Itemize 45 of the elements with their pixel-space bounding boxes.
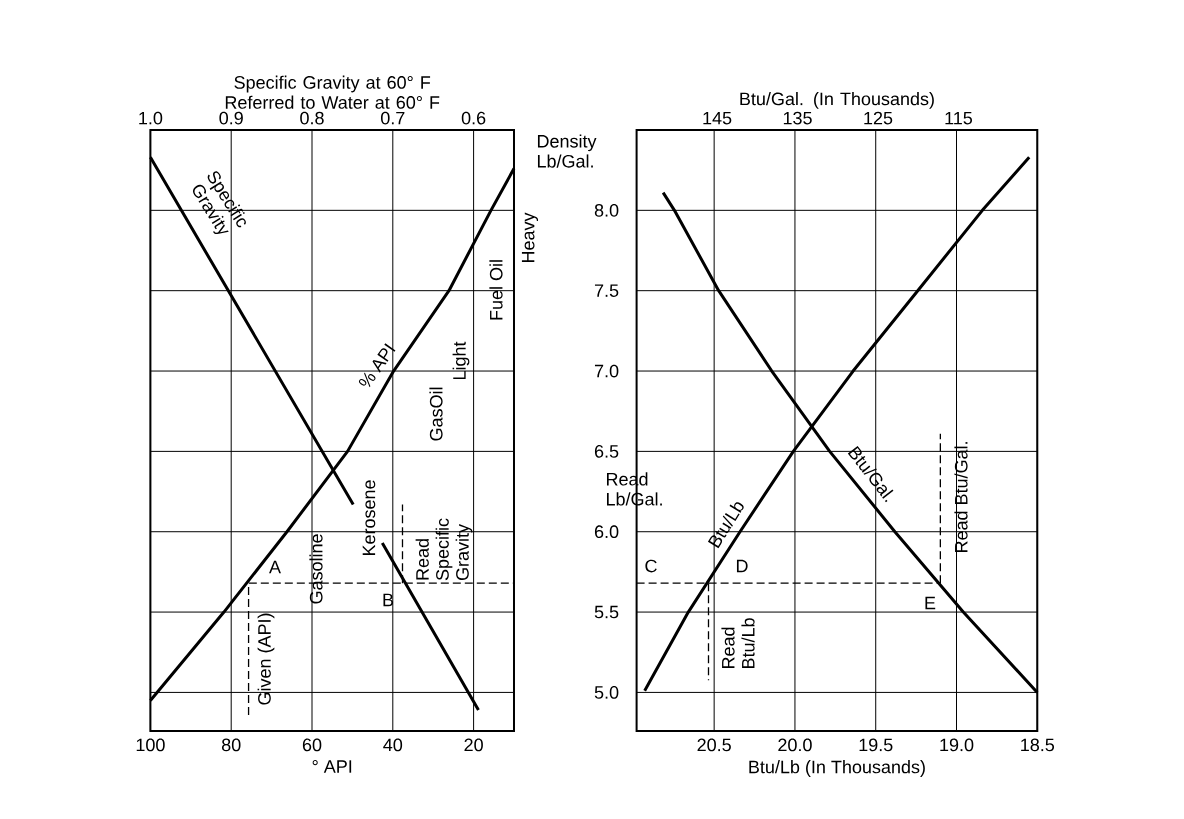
annotation: Kerosene (362, 480, 376, 556)
x2-tick-label: 0.9 (219, 111, 243, 125)
annotation: Read Specific Gravity (415, 518, 473, 581)
y-tick-label: 5.0 (594, 686, 619, 699)
annotation: Gasoline (309, 534, 323, 604)
x-tick-label: 20 (464, 738, 483, 752)
annotation: Light (452, 341, 470, 380)
annotation: C (645, 559, 657, 573)
y-axis-title: Density Lb/Gal. (537, 134, 597, 168)
text: Heavy (521, 212, 539, 263)
y-tick-label: 6.0 (594, 525, 619, 539)
x-tick-label: 20.5 (697, 738, 731, 752)
annotation: % API (358, 343, 396, 388)
x2-tick-label: 115 (945, 111, 973, 125)
y-tick-label: 6.5 (594, 445, 619, 458)
annotation: E (925, 596, 936, 610)
x2-axis-title: Specific Gravity at 60° F Referred to Water at 60° F (225, 75, 440, 109)
x2-axis-title: Btu/Gal. (In Thousands) (740, 92, 934, 109)
x2-tick-label: 1.0 (139, 111, 163, 125)
x-axis-title: ° API (312, 760, 352, 773)
x-tick-label: 18.5 (1021, 738, 1055, 752)
y-tick-label: 7.5 (594, 284, 619, 297)
x2-tick-label: 135 (783, 111, 812, 125)
annotation: A (269, 560, 281, 574)
y-tick-label: 7.0 (594, 364, 619, 378)
x-tick-label: 40 (383, 738, 403, 752)
x-tick-label: 19.0 (940, 738, 974, 752)
x-tick-label: 19.5 (859, 738, 893, 752)
x-tick-label: 80 (221, 738, 241, 752)
x2-tick-label: 0.6 (461, 111, 486, 125)
x-tick-label: 60 (302, 738, 322, 752)
x-tick-label: 100 (136, 738, 165, 752)
y-tick-label: 8.0 (594, 203, 619, 217)
x2-tick-label: 0.8 (300, 111, 324, 125)
x-tick-label: 20.0 (778, 738, 812, 752)
annotation: Fuel Oil (489, 260, 503, 320)
annotation: Read Btu/Lb (721, 618, 755, 669)
x2-tick-label: 125 (864, 111, 893, 125)
annotation: Given (API) (257, 613, 275, 705)
y-tick-label: 5.5 (594, 605, 619, 619)
annotation: D (736, 559, 748, 573)
x2-tick-label: 0.7 (381, 111, 405, 125)
x-axis-title: Btu/Lb (In Thousands) (749, 760, 925, 777)
x2-tick-label: 145 (703, 111, 732, 125)
annotation: GasOil (429, 387, 443, 441)
